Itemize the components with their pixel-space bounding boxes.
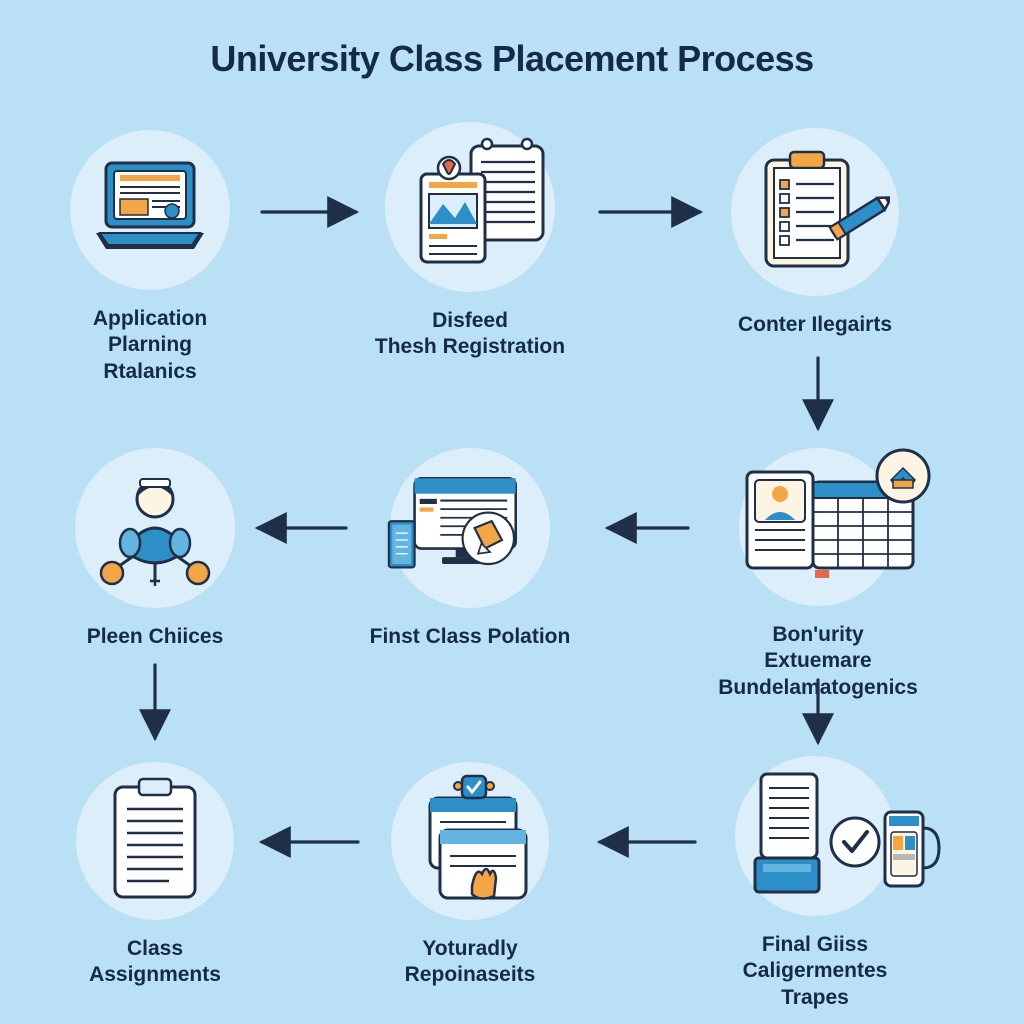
browser-check-icon (391, 762, 549, 920)
profile-table-icon (739, 448, 897, 606)
node-application: Application Plarning Rtalanics (70, 130, 230, 385)
node-choices: Pleen Chiices (75, 448, 235, 650)
node-registration: Disfeed Thesh Registration (365, 122, 575, 361)
node-bonurity: Bon'urity Extuemare Bundelamatogenics (688, 448, 948, 701)
node-label: Application Plarning Rtalanics (70, 306, 230, 385)
node-label: Final Giiss Caligermentes Trapes (698, 932, 932, 1011)
documents-icon (385, 122, 555, 292)
final-docs-icon (735, 756, 895, 916)
node-label: Bon'urity Extuemare Bundelamatogenics (688, 622, 948, 701)
node-label: Yoturadly Repoinaseits (405, 936, 536, 989)
node-conter: Conter Ilegairts (730, 128, 900, 338)
node-label: Disfeed Thesh Registration (375, 308, 565, 361)
monitor-docs-icon (390, 448, 550, 608)
node-yoturadly: Yoturadly Repoinaseits (388, 762, 552, 989)
node-label: Class Assignments (70, 936, 240, 989)
node-first-class: Finst Class Polation (362, 448, 578, 650)
node-final: Final Giiss Caligermentes Trapes (698, 756, 932, 1011)
node-label: Finst Class Polation (370, 624, 571, 650)
node-label: Pleen Chiices (87, 624, 224, 650)
laptop-icon (70, 130, 230, 290)
page-title: University Class Placement Process (0, 38, 1024, 80)
node-assignments: Class Assignments (70, 762, 240, 989)
node-label: Conter Ilegairts (738, 312, 892, 338)
clipboard-lines-icon (76, 762, 234, 920)
student-nodes-icon (75, 448, 235, 608)
clipboard-pencil-icon (731, 128, 899, 296)
